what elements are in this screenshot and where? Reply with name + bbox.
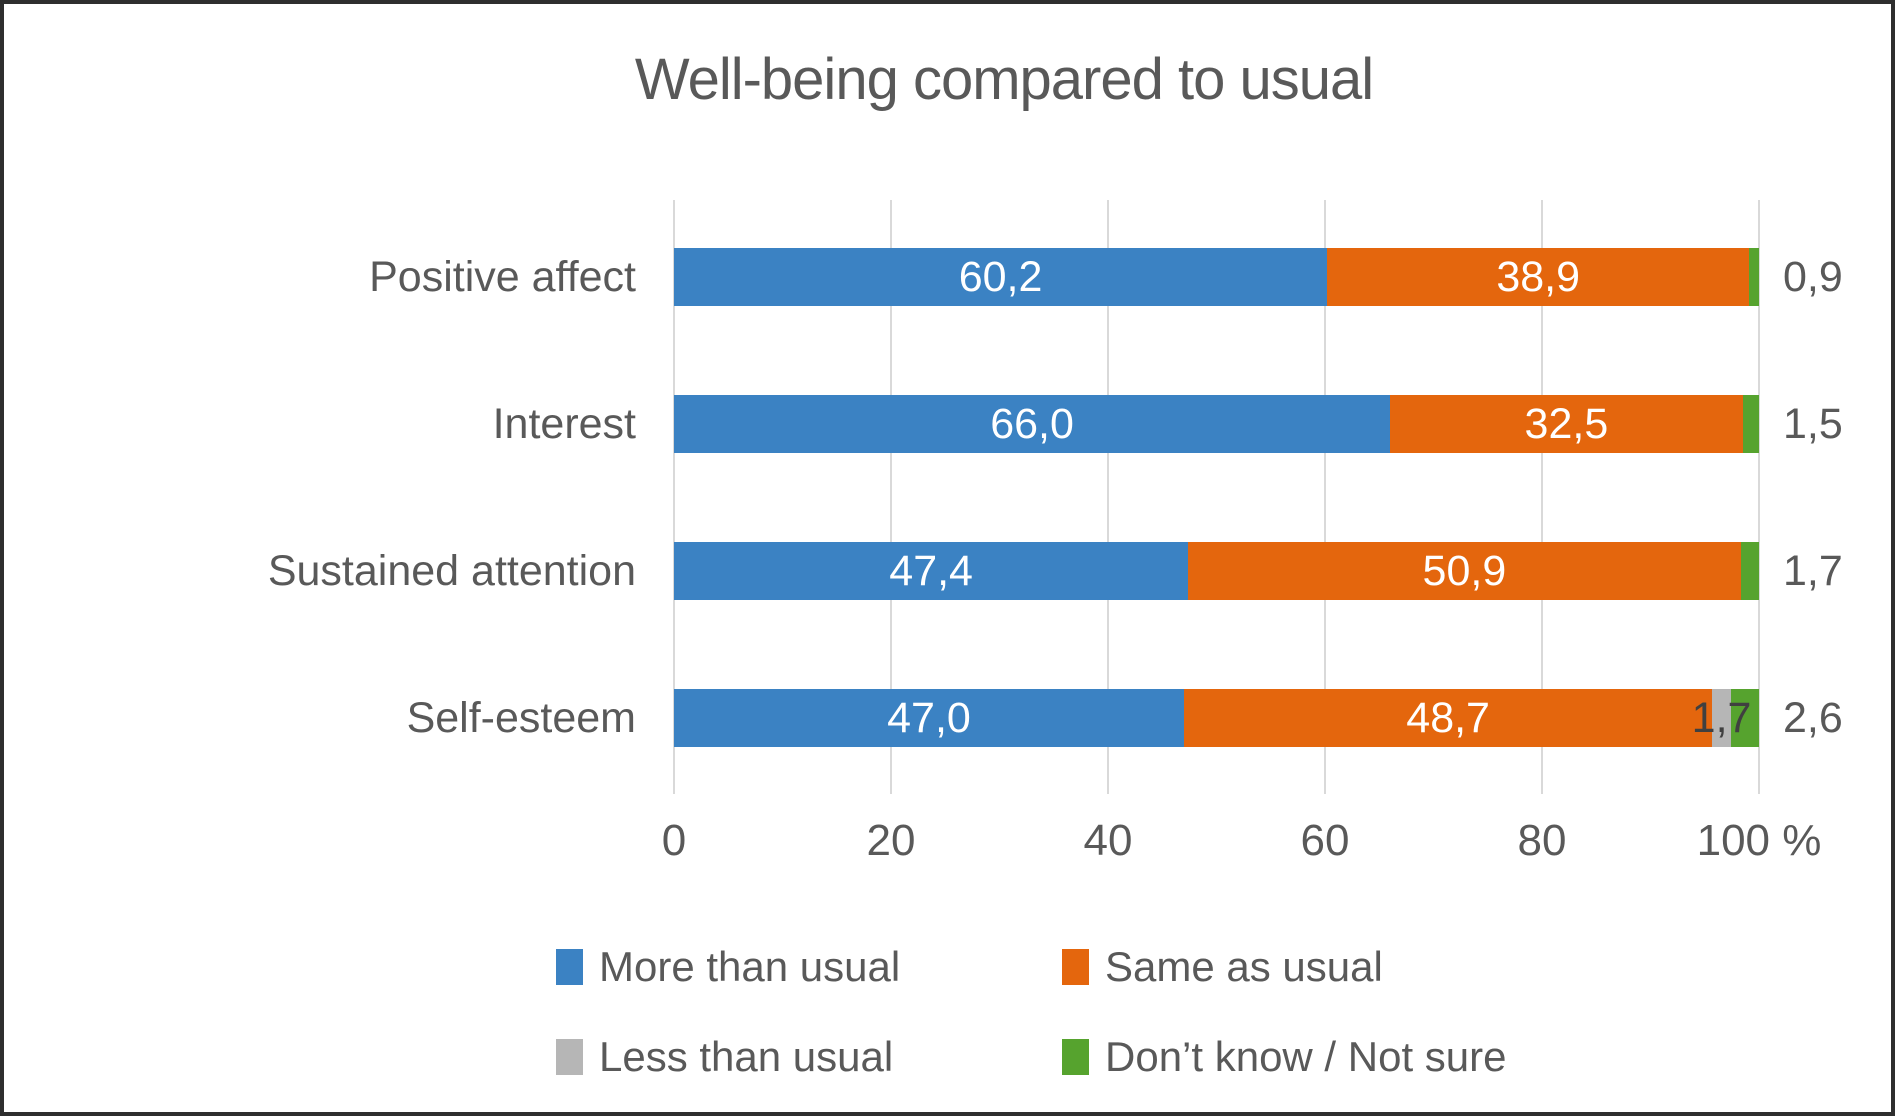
bar-segment: 47,0 [674,689,1184,747]
legend-color-chip [1062,949,1089,985]
bar-segment: 60,2 [674,248,1328,306]
legend-item: Same as usual [1062,945,1383,989]
outside-value-label: 1,7 [1783,546,1843,595]
segment-value-label: 32,5 [1524,399,1609,448]
category-label: Positive affect [369,252,636,301]
legend-item: More than usual [556,945,900,989]
bar-segment: 32,5 [1390,395,1743,453]
segment-value-label: 38,9 [1496,252,1581,301]
gridline [1541,200,1543,794]
category-label: Interest [492,399,636,448]
bar-segment [1742,395,1759,453]
outside-value-label: 0,9 [1783,252,1843,301]
gridline [1324,200,1326,794]
segment-value-label: 48,7 [1406,693,1490,742]
bar-segment [1740,542,1759,600]
legend-color-chip [556,949,583,985]
bar-segment: 38,9 [1327,248,1750,306]
segment-value-label: 50,9 [1422,546,1507,595]
legend-color-chip [556,1039,583,1075]
legend-label: More than usual [599,943,901,990]
legend-label: Don’t know / Not sure [1105,1033,1507,1080]
legend-color-chip [1062,1039,1089,1075]
legend-label: Same as usual [1105,943,1383,990]
bar-segment: 66,0 [674,395,1391,453]
x-tick-label: 0 [661,816,687,865]
x-tick-label: 80 [1517,816,1567,865]
chart-title: Well-being compared to usual [634,47,1374,112]
bar-segment: 1,7 [1692,689,1751,747]
segment-value-label: 66,0 [990,399,1074,448]
legend-item: Don’t know / Not sure [1062,1035,1507,1079]
segment-value-label: 47,4 [889,546,973,595]
bar-row: 47,0 48,7 1,7 [674,689,1759,747]
plot-area: 60,2 38,9 66,0 32,5 47,4 50,9 47,0 48,7 1,7 [673,200,1760,794]
legend-label: Less than usual [599,1033,894,1080]
gridline [673,200,675,794]
outside-value-label: 1,5 [1783,399,1843,448]
bar-row: 47,4 50,9 [674,542,1759,600]
x-tick-label: 40 [1083,816,1133,865]
segment-value-label: 60,2 [958,252,1043,301]
bar-segment: 48,7 [1183,689,1713,747]
gridline [1107,200,1109,794]
bar-segment [1749,248,1759,306]
bar-segment: 50,9 [1188,542,1741,600]
gridline [1758,200,1760,794]
segment-value-label: 1,7 [1691,693,1752,742]
bar-segment [1730,689,1759,747]
bar-segment: 47,4 [674,542,1189,600]
category-label: Self-esteem [406,693,636,742]
bar-row: 66,0 32,5 [674,395,1759,453]
gridline [890,200,892,794]
bar-row: 60,2 38,9 [674,248,1759,306]
segment-value-label: 47,0 [887,693,971,742]
outside-value-label: 2,6 [1783,693,1843,742]
x-tick-label: 60 [1300,816,1350,865]
legend-item: Less than usual [556,1035,893,1079]
x-tick-label: 100 % [1696,816,1822,865]
category-label: Sustained attention [267,546,636,595]
x-tick-label: 20 [866,816,916,865]
